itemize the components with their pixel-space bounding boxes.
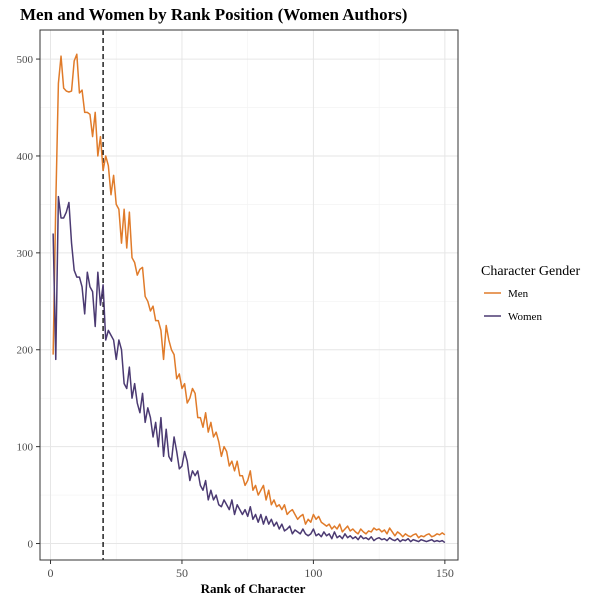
x-axis-ticks: 0 50 100 150 xyxy=(48,560,454,580)
legend-label-men: Men xyxy=(508,288,529,300)
x-tick-label: 0 xyxy=(48,566,54,580)
plot-panel-border xyxy=(39,29,459,561)
series-line-women xyxy=(52,195,446,544)
y-tick-label: 0 xyxy=(28,539,34,551)
plot-background xyxy=(40,30,458,560)
legend: Character Gender Men Women xyxy=(481,264,580,323)
y-tick-label: 200 xyxy=(17,345,34,357)
grid xyxy=(40,30,458,560)
y-tick-label: 400 xyxy=(17,151,34,163)
y-tick-label: 500 xyxy=(17,54,34,66)
y-tick-label: 300 xyxy=(17,248,34,260)
x-tick-label: 50 xyxy=(176,566,188,580)
x-axis-title: Rank of Character xyxy=(201,581,306,596)
chart-title: Men and Women by Rank Position (Women Au… xyxy=(20,5,407,24)
legend-title: Character Gender xyxy=(481,264,580,279)
y-axis-ticks: 0 100 200 300 400 500 xyxy=(17,54,40,551)
series-lines xyxy=(52,53,446,544)
x-tick-label: 150 xyxy=(436,566,454,580)
y-tick-label: 100 xyxy=(17,442,34,454)
x-tick-label: 100 xyxy=(304,566,322,580)
legend-label-women: Women xyxy=(508,311,542,323)
series-line-men xyxy=(52,53,446,539)
